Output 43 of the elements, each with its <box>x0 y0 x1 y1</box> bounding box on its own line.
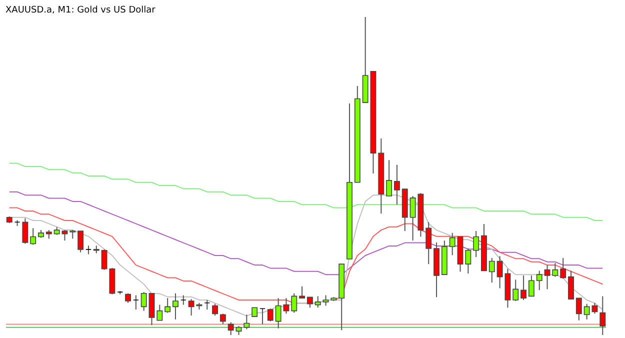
candlestick <box>204 300 210 310</box>
candlestick <box>275 298 282 329</box>
candlestick <box>299 286 306 299</box>
candlestick <box>552 262 558 278</box>
candlestick <box>164 298 171 314</box>
candlestick <box>132 294 139 310</box>
candlestick <box>228 322 234 336</box>
candlestick <box>568 270 574 300</box>
candlestick <box>322 294 329 306</box>
candlestick <box>512 279 519 302</box>
candlestick <box>488 258 495 284</box>
candlestick <box>386 160 392 197</box>
candlestick <box>212 303 218 316</box>
candlestick <box>426 222 432 265</box>
candlestick <box>536 270 542 291</box>
candlestick <box>180 294 186 306</box>
candlestick <box>125 292 131 304</box>
candlestick <box>449 232 456 256</box>
candlestick <box>576 298 582 321</box>
chart-title: XAUUSD.a, M1: Gold vs US Dollar <box>6 6 156 16</box>
candlestick <box>291 292 298 314</box>
candlestick <box>600 296 606 336</box>
candlestick <box>140 292 147 312</box>
candlestick <box>220 313 226 325</box>
candlestick <box>30 228 36 246</box>
candlestick <box>560 258 566 280</box>
candlestick <box>267 308 274 322</box>
candlestick <box>528 275 534 297</box>
candlestick <box>244 314 250 330</box>
candlestick <box>465 248 472 274</box>
candlestick <box>544 264 550 290</box>
candlestick <box>394 164 400 206</box>
candlestick <box>260 308 266 325</box>
candlestick <box>584 303 590 320</box>
candlestick <box>78 230 84 253</box>
candlestick <box>520 275 527 301</box>
candlestick <box>172 292 178 320</box>
candlestick <box>62 230 68 242</box>
candlestick <box>314 296 321 308</box>
candlestick <box>306 296 313 308</box>
candlestick <box>473 230 480 258</box>
candlestick <box>22 218 28 244</box>
candlestick <box>156 304 163 321</box>
